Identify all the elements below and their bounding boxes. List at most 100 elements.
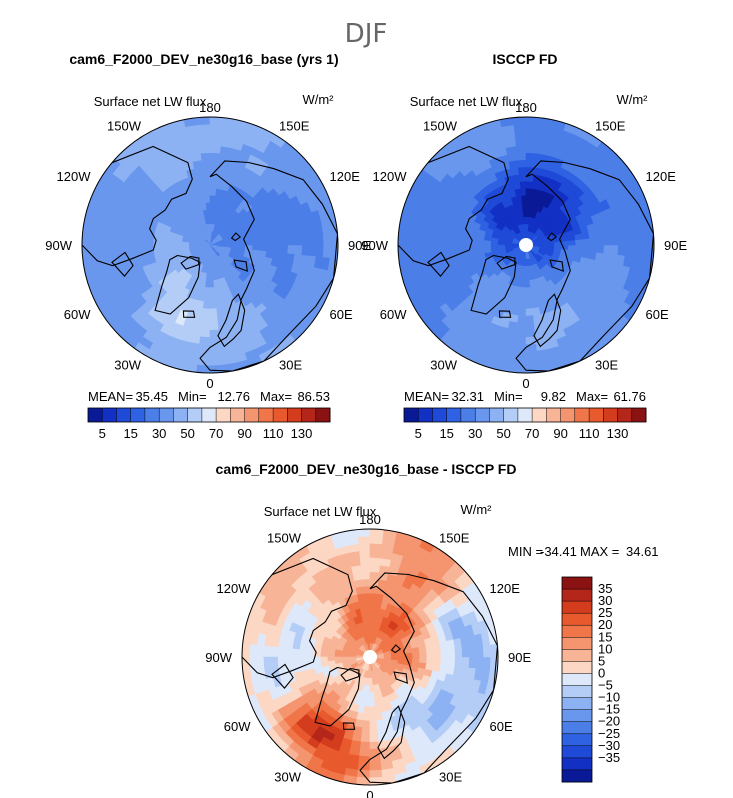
lon-label: 150E — [279, 119, 310, 134]
colorbar-swatch — [216, 408, 231, 422]
min-value: -34.41 — [540, 544, 577, 559]
field-cell — [197, 350, 211, 360]
field-cell — [356, 529, 371, 538]
colorbar-swatch — [201, 408, 217, 422]
field-cell — [520, 287, 527, 296]
colorbar-label: 50 — [180, 426, 194, 441]
field-cell — [411, 244, 421, 258]
lon-label: 120W — [217, 581, 252, 596]
field-cell — [124, 235, 133, 246]
colorbar-swatch — [173, 408, 189, 422]
colorbar-label: 15 — [598, 629, 612, 644]
field-cell — [411, 232, 421, 246]
field-cell — [512, 364, 527, 373]
field-cell — [631, 232, 641, 246]
colorbar-swatch — [562, 601, 592, 614]
field-cell — [369, 549, 382, 559]
field-cell — [624, 233, 634, 246]
colorbar-swatch — [562, 625, 592, 638]
field-cell — [513, 350, 527, 360]
field-cell — [266, 244, 275, 253]
field-cell — [525, 357, 539, 367]
coastlines — [82, 145, 338, 372]
field-cell — [516, 159, 527, 168]
field-cell — [308, 244, 318, 257]
field-cell — [287, 235, 296, 246]
field-cell — [440, 235, 449, 246]
field-cell — [531, 181, 540, 190]
field-cell — [209, 123, 223, 133]
colorbar-swatch — [404, 408, 419, 422]
lon-label: 120E — [330, 169, 361, 184]
panel-model: cam6_F2000_DEV_ne30g16_base (yrs 1) Surf… — [45, 51, 371, 441]
colorbar-swatch — [589, 408, 604, 422]
max-value: 34.61 — [626, 544, 659, 559]
field-cell — [356, 712, 365, 721]
lon-label: 30E — [279, 358, 302, 373]
colorbar-swatch — [562, 637, 592, 650]
field-cell — [482, 240, 491, 246]
colorbar-label: 30 — [468, 426, 482, 441]
field-cell — [374, 600, 383, 609]
field-cell — [215, 181, 224, 190]
field-cell — [523, 258, 527, 267]
mean-label: MEAN= — [88, 389, 133, 404]
colorbar-swatch — [560, 408, 576, 422]
field-cell — [361, 578, 371, 587]
field-cell — [525, 180, 534, 189]
coastline — [546, 232, 558, 242]
min-label: Min= — [494, 389, 523, 404]
field-cell — [102, 244, 112, 257]
field-cell — [209, 216, 214, 225]
panel-diff-stats: MIN = -34.41 MAX = 34.61 — [508, 544, 659, 559]
field-cell — [209, 194, 216, 203]
colorbar-label: −5 — [598, 678, 613, 693]
field-cell — [447, 236, 456, 246]
field-cell — [468, 645, 478, 658]
field-cell — [265, 250, 274, 259]
field-cell — [369, 529, 384, 538]
colorbar-frame — [561, 576, 593, 783]
field-cell — [201, 315, 211, 324]
panel-obs-units: W/m² — [616, 92, 648, 107]
field-cell — [198, 343, 211, 353]
coastline — [154, 254, 201, 315]
colorbar-label: 30 — [598, 593, 612, 608]
field-cell — [202, 173, 211, 182]
field-cell — [206, 265, 211, 274]
colorbar-swatch — [130, 408, 146, 422]
field-cell — [397, 656, 406, 662]
field-cell — [525, 145, 537, 154]
colorbar-swatch — [562, 577, 592, 590]
colorbar-swatch — [244, 408, 260, 422]
lon-label: 180 — [199, 100, 221, 115]
colorbar-swatch — [562, 673, 592, 687]
field-cell — [418, 661, 427, 670]
field-cell — [181, 241, 190, 246]
field-cell — [209, 187, 217, 196]
field-cell — [196, 364, 211, 373]
field-cell — [426, 234, 435, 246]
field-cell — [419, 656, 428, 664]
coastline — [314, 666, 361, 727]
colorbar-swatch — [301, 408, 317, 422]
field-cell — [517, 166, 527, 175]
coastline — [427, 251, 450, 277]
colorbar-swatch — [603, 408, 618, 422]
field-cell — [575, 244, 584, 252]
field-cell — [197, 130, 211, 140]
coastline — [230, 232, 242, 242]
field-cell — [514, 137, 527, 147]
field-cell — [362, 585, 371, 594]
mean-value: 32.31 — [451, 389, 484, 404]
field-cell — [209, 308, 218, 317]
colorbar-swatch — [273, 408, 288, 422]
field-cell — [369, 734, 380, 743]
field-cell — [357, 705, 366, 714]
field-cell — [525, 137, 538, 147]
max-label: Max= — [260, 389, 292, 404]
lon-label: 120W — [57, 169, 92, 184]
field-cell — [475, 656, 485, 670]
colorbar-label: 130 — [607, 426, 629, 441]
field-cell — [356, 776, 371, 785]
